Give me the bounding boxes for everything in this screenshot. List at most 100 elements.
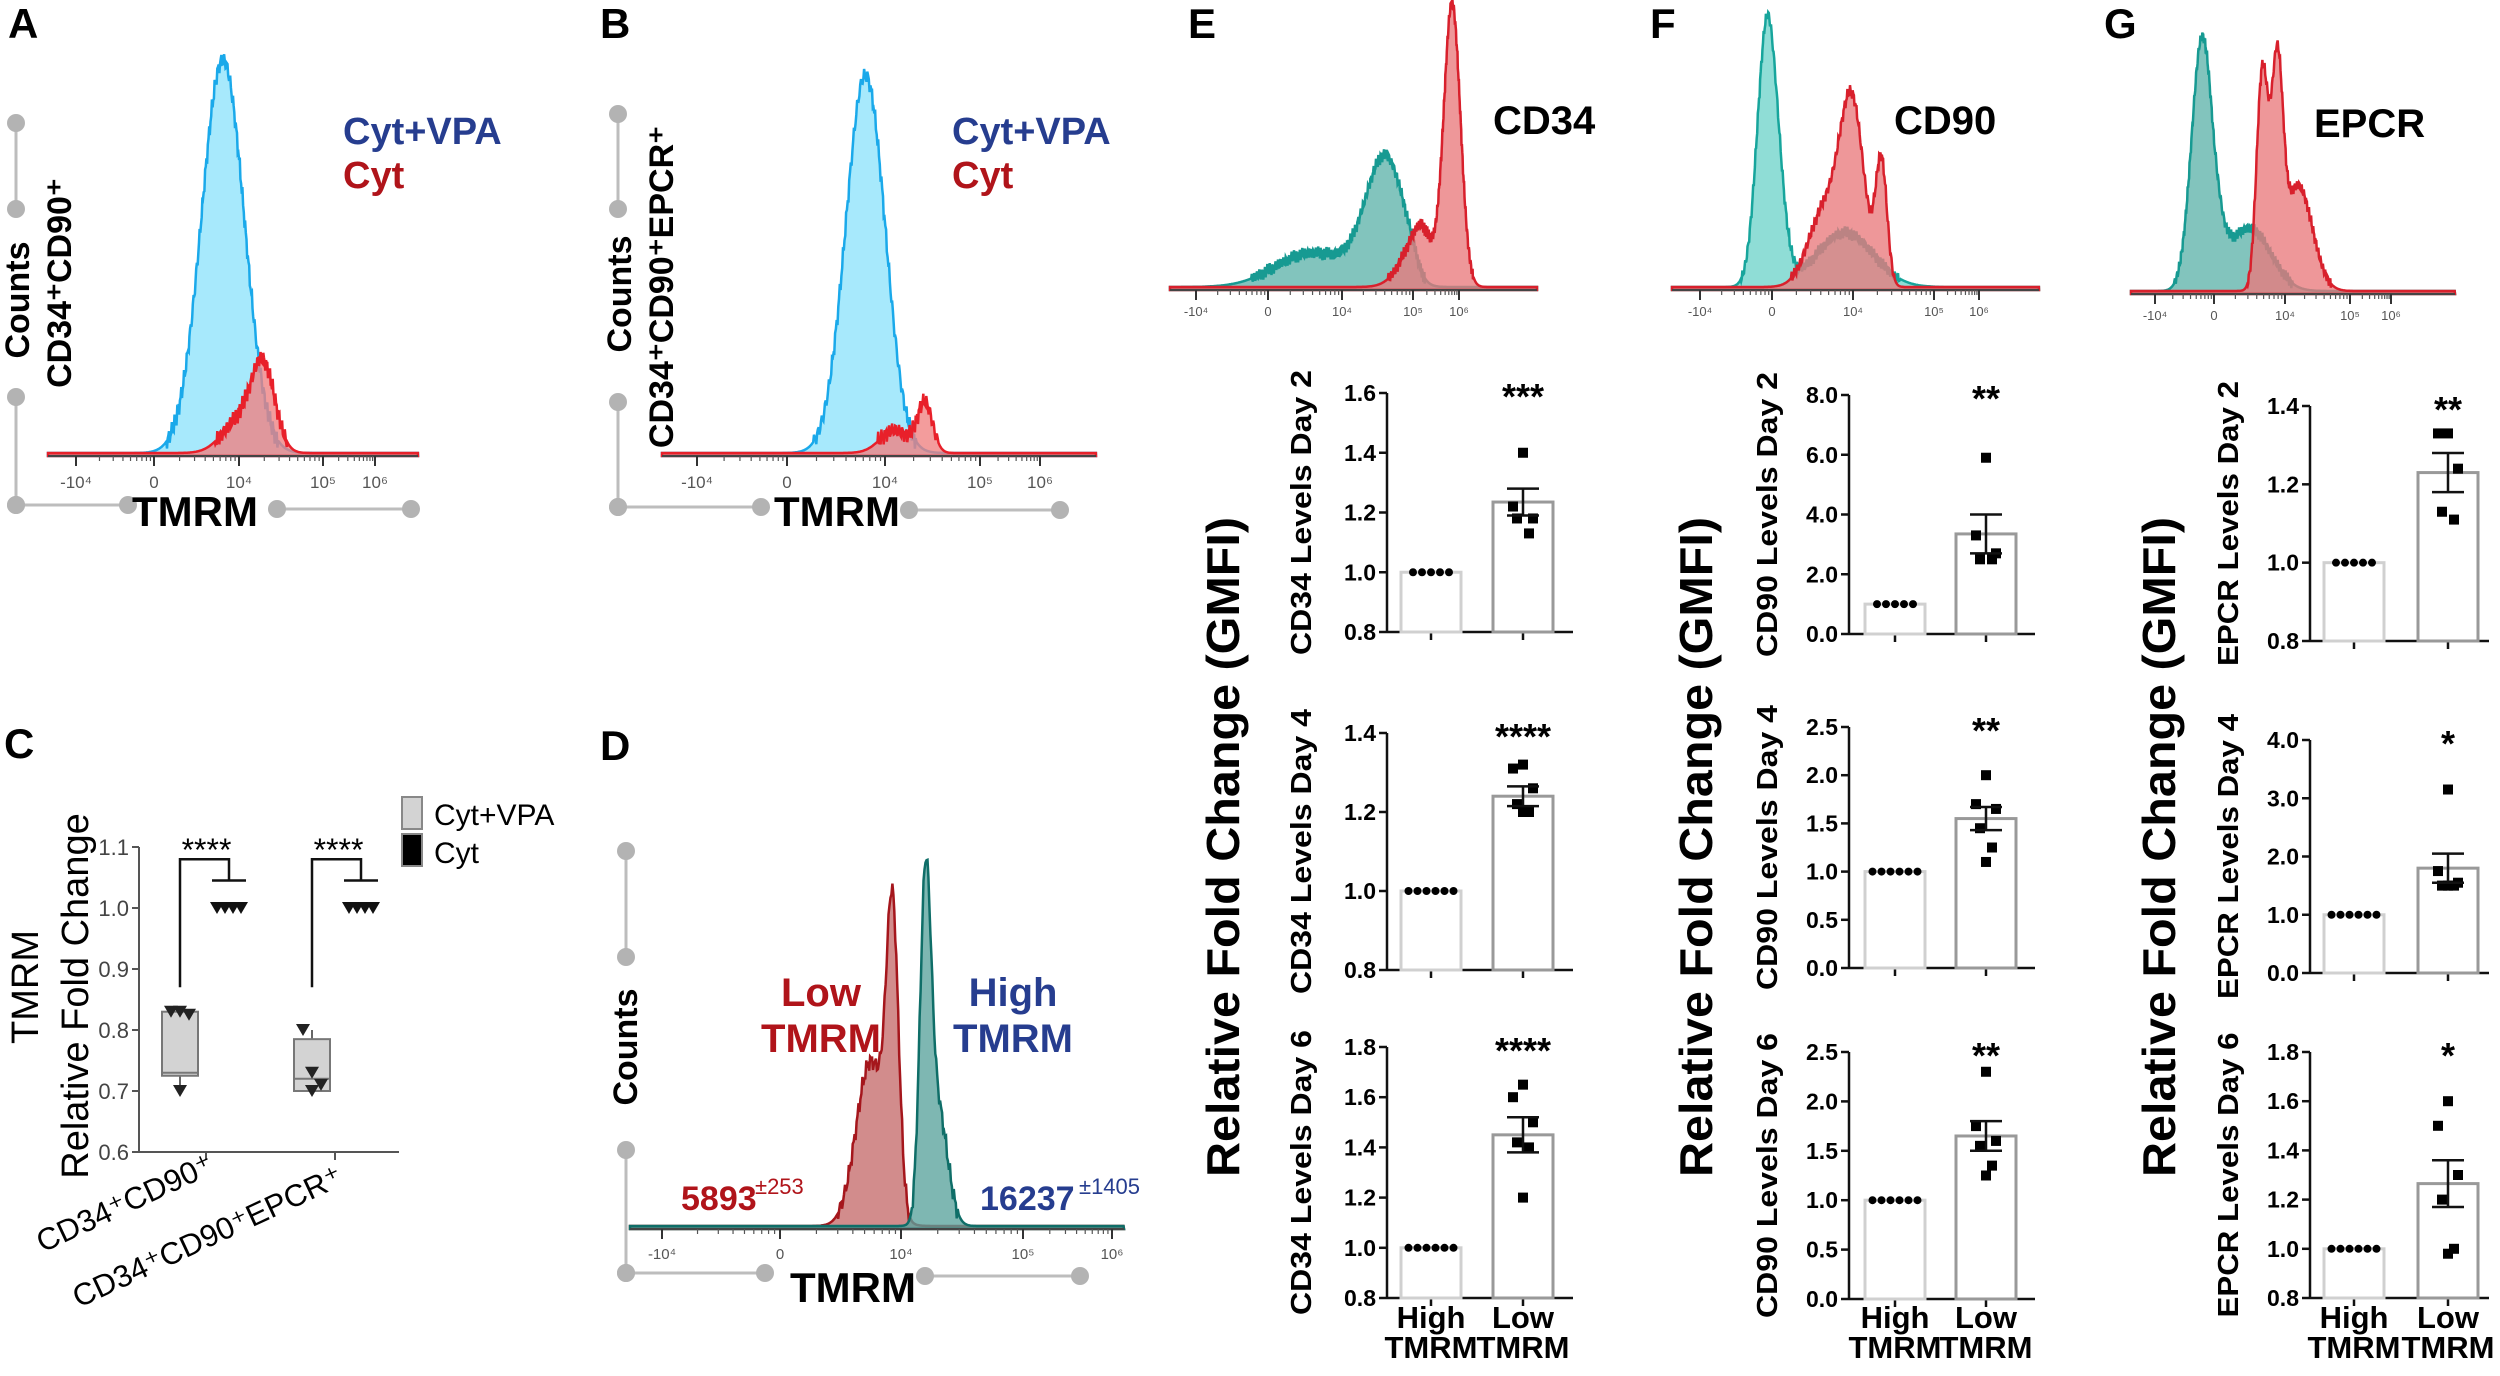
significance-stars: ** <box>1972 1035 2000 1076</box>
y-tick-label: 2.0 <box>1806 762 1838 788</box>
axis-decoration-A <box>7 114 420 518</box>
axis-decoration-D <box>617 842 1089 1285</box>
panel-label-F: F <box>1650 0 1676 47</box>
fold-change-axis-label: Relative Fold Change (GMFI) <box>1197 517 1249 1177</box>
significance-stars: **** <box>1495 1030 1551 1071</box>
mfi-deviation: ±1405 <box>1079 1174 1140 1199</box>
axis-decoration-dot <box>756 1264 774 1282</box>
data-point <box>2449 880 2459 891</box>
y-tick-label: 0.7 <box>98 1079 129 1104</box>
x-tick-label: 0 <box>782 473 791 492</box>
panel-label-E: E <box>1188 0 1216 47</box>
data-point <box>1413 887 1422 895</box>
x-tick-label: 10⁴ <box>1843 304 1863 319</box>
data-point <box>2350 558 2358 567</box>
x-tick-label: -10⁴ <box>681 473 713 492</box>
error-bar <box>2432 1158 2464 1209</box>
x-category-label: Low <box>1492 1300 1555 1335</box>
axis-decoration-dot <box>119 496 137 514</box>
axis-decoration-dot <box>617 1264 635 1282</box>
axis-decoration-dot <box>7 200 25 218</box>
x-category-label: High <box>1397 1300 1466 1335</box>
data-point-triangle <box>305 1066 319 1079</box>
histogram-series-1 <box>628 857 1126 1231</box>
x-tick-label: 10⁴ <box>1332 304 1352 319</box>
data-point <box>2443 784 2453 795</box>
x-tick-label: 10⁶ <box>1969 304 1989 319</box>
data-point <box>2443 1248 2453 1259</box>
data-point <box>1528 1117 1538 1128</box>
legend-cyt: Cyt <box>952 155 1014 197</box>
y-axis-label: CD90 Levels Day 6 <box>1752 1033 1784 1318</box>
y-axis-label: Counts <box>601 235 639 352</box>
y-tick-label: 1.0 <box>2267 902 2299 928</box>
legend-label: Cyt <box>434 837 480 870</box>
error-bar <box>1507 785 1539 808</box>
data-point <box>1877 867 1886 876</box>
y-tick-label: 4.0 <box>1806 502 1838 528</box>
error-bar <box>2432 852 2464 884</box>
data-point <box>1449 1243 1458 1252</box>
y-tick-label: 2.0 <box>1806 1088 1838 1114</box>
data-point <box>1518 807 1528 817</box>
histogram-B: -10⁴ 0 10⁴ 10⁵ 10⁶ TMRM <box>660 68 1098 535</box>
y-tick-label: 1.4 <box>1344 720 1376 746</box>
y-axis-label: EPCR Levels Day 2 <box>2213 381 2245 666</box>
y-tick-label: 0.8 <box>98 1018 129 1043</box>
y-tick-label: 0.0 <box>2267 960 2299 986</box>
error-bar <box>2432 451 2464 494</box>
error-bar <box>1970 1119 2002 1153</box>
y-tick-label: 1.0 <box>1344 878 1376 904</box>
panel-label-A: A <box>8 0 38 47</box>
y-tick-label: 1.1 <box>98 835 129 860</box>
mfi-deviation: ±253 <box>755 1174 804 1199</box>
data-point <box>1512 799 1522 810</box>
data-point <box>1987 1160 1997 1171</box>
error-bar <box>1970 805 2002 832</box>
data-point <box>2453 463 2463 474</box>
y-tick-label: 0.8 <box>1344 957 1376 983</box>
data-point <box>1512 513 1522 524</box>
x-tick-label: 10⁶ <box>1449 304 1469 319</box>
x-tick-label: 10⁴ <box>226 473 252 492</box>
population-label: TMRM <box>761 1017 881 1061</box>
data-point <box>1508 501 1518 512</box>
x-category-label: TMRM <box>1385 1330 1478 1365</box>
y-tick-label: 1.0 <box>2267 1236 2299 1262</box>
x-category-label: TMRM <box>1849 1330 1942 1365</box>
y-axis-label: CD90 Levels Day 2 <box>1752 372 1784 657</box>
data-point <box>1436 568 1444 577</box>
data-point-triangle <box>234 902 248 914</box>
fold-change-axis-label: Relative Fold Change (GMFI) <box>1670 517 1722 1177</box>
data-point <box>2449 514 2459 525</box>
histogram-title: CD90 <box>1894 99 1996 143</box>
data-point <box>1508 1092 1518 1103</box>
y-tick-label: 1.6 <box>1344 1084 1376 1110</box>
data-point-triangle <box>366 902 380 914</box>
data-point <box>1868 1196 1877 1205</box>
x-tick-label: 10⁶ <box>362 473 388 492</box>
x-tick-label: -10⁴ <box>1184 304 1208 319</box>
data-point <box>1413 1243 1422 1252</box>
x-category-label: Low <box>1955 1300 2018 1335</box>
x-tick-label: -10⁴ <box>2143 308 2167 323</box>
bar-chart-E-day2: 0.8 1.0 1.2 1.4 1.6 *** CD34 Levels Day 2 <box>1286 370 1573 655</box>
y-tick-label: 0.6 <box>98 1140 129 1165</box>
bar-high-tmrm <box>2322 913 2386 975</box>
y-tick-label: 6.0 <box>1806 442 1838 468</box>
y-tick-label: 2.5 <box>1806 714 1838 740</box>
bar-high-tmrm <box>1863 870 1927 970</box>
x-category-label: Low <box>2417 1300 2480 1335</box>
axis-decoration-dot <box>7 388 25 406</box>
data-point <box>1981 856 1991 867</box>
axis-decoration-dot <box>617 948 635 966</box>
data-point <box>2443 1096 2453 1107</box>
significance-stars: **** <box>1495 716 1551 757</box>
axis-decoration-dot <box>609 200 627 218</box>
axis-decoration-dot <box>7 496 25 514</box>
data-point <box>2332 558 2340 567</box>
bar-chart-G-day4: 0.0 1.0 2.0 3.0 4.0 * EPCR Levels Day 4 <box>2213 714 2489 999</box>
bar-high-tmrm <box>1399 889 1463 972</box>
histogram-series-1 <box>660 393 1098 458</box>
y-tick-label: 1.4 <box>1344 1134 1376 1160</box>
